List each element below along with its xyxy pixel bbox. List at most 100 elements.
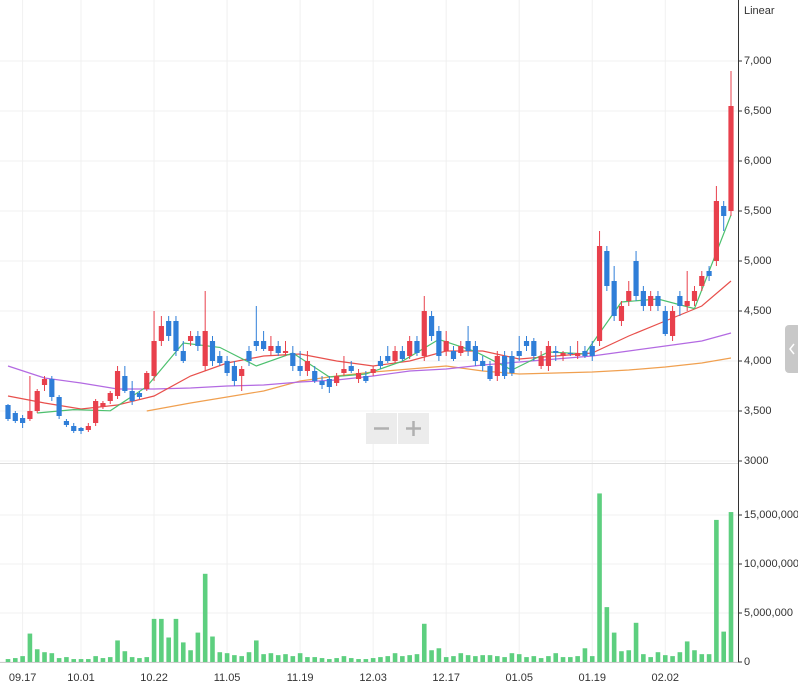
volume-bar xyxy=(363,659,369,662)
candle-body xyxy=(407,341,413,356)
volume-bar xyxy=(305,657,310,662)
candle-body xyxy=(166,321,172,336)
candle-body xyxy=(297,366,303,371)
candle-body xyxy=(93,401,99,423)
volume-bar xyxy=(246,652,252,662)
volume-bar xyxy=(670,656,675,662)
volume-bar xyxy=(451,656,456,662)
candle-body xyxy=(268,346,274,351)
candle-body xyxy=(144,373,150,389)
volume-bar xyxy=(217,652,223,662)
volume-bar xyxy=(71,659,77,662)
candle-body xyxy=(502,356,508,376)
volume-bar xyxy=(268,653,274,662)
volume-bar xyxy=(319,658,325,662)
volume-bar xyxy=(275,655,281,662)
y-tick-label: 15,000,000 xyxy=(744,509,798,521)
scale-label: Linear xyxy=(744,5,775,17)
candle-body xyxy=(582,351,588,356)
candle-body xyxy=(465,341,471,351)
x-tick-label: 11.05 xyxy=(214,672,241,684)
candle-body xyxy=(71,426,77,431)
volume-bar xyxy=(173,618,179,662)
moving-average-line xyxy=(146,357,732,412)
x-tick-label: 12.17 xyxy=(432,672,460,684)
volume-bar xyxy=(78,659,84,662)
y-tick-label: 6,000 xyxy=(744,155,772,167)
volume-bar xyxy=(195,632,201,662)
y-tick-label: 4,500 xyxy=(744,305,772,317)
x-tick-label: 11.19 xyxy=(287,672,314,684)
candle-body xyxy=(611,281,617,316)
candle-body xyxy=(5,405,11,419)
candle-body xyxy=(392,351,398,361)
x-tick-label: 02.02 xyxy=(652,672,680,684)
volume-bar xyxy=(290,656,296,662)
volume-bar xyxy=(64,657,69,662)
candle-body xyxy=(151,341,157,376)
volume-bar xyxy=(261,654,266,662)
candle-body xyxy=(49,379,55,397)
candle-body xyxy=(414,341,420,353)
volume-bar xyxy=(27,633,33,662)
candle-body xyxy=(136,393,143,397)
volume-bar xyxy=(297,653,303,662)
candle-body xyxy=(662,311,668,334)
candle-body xyxy=(63,421,70,425)
candle-body xyxy=(691,291,698,301)
candle-body xyxy=(596,246,603,341)
candle-body xyxy=(531,341,537,356)
volume-bar xyxy=(414,654,420,662)
volume-bar xyxy=(648,657,653,662)
candle-body xyxy=(107,393,113,401)
candle-body xyxy=(85,426,91,430)
volume-bar xyxy=(553,653,559,662)
volume-bar xyxy=(115,640,120,662)
volume-bar xyxy=(575,656,580,662)
candle-body xyxy=(538,356,544,366)
volume-bar xyxy=(699,654,705,662)
volume-bar xyxy=(429,650,434,662)
volume-bar xyxy=(283,654,288,662)
volume-bar xyxy=(626,650,632,662)
volume-bar xyxy=(327,659,332,662)
candle-body xyxy=(158,326,164,341)
candle-body xyxy=(202,331,208,366)
volume-bar xyxy=(509,653,515,662)
side-panel-toggle[interactable] xyxy=(785,325,798,373)
volume-bar xyxy=(524,657,529,662)
volume-bar xyxy=(495,656,500,662)
y-tick-label: 3,500 xyxy=(744,405,772,417)
volume-bar xyxy=(641,654,646,662)
volume-bar xyxy=(392,653,398,662)
volume-bar xyxy=(473,656,478,662)
volume-bar xyxy=(20,656,25,662)
candle-body xyxy=(567,353,573,354)
volume-bar xyxy=(56,658,62,662)
x-tick-label: 01.05 xyxy=(505,672,533,684)
volume-bar xyxy=(224,653,230,662)
candle-body xyxy=(450,351,457,359)
candle-body xyxy=(224,361,230,373)
volume-bar xyxy=(662,655,668,662)
volume-bar xyxy=(714,519,719,662)
volume-bar xyxy=(166,637,171,662)
volume-bar xyxy=(458,653,464,662)
volume-bar xyxy=(5,659,11,662)
y-tick-label: 0 xyxy=(744,656,750,668)
candle-body xyxy=(618,306,625,321)
volume-bar xyxy=(232,655,237,662)
candle-body xyxy=(713,201,719,261)
candle-body xyxy=(443,341,449,351)
volume-bar xyxy=(619,651,624,662)
candle-body xyxy=(494,356,500,376)
volume-bar xyxy=(356,659,361,662)
candle-body xyxy=(655,296,661,306)
candle-body xyxy=(253,341,259,346)
volume-bar xyxy=(49,653,55,662)
volume-bar xyxy=(589,656,595,662)
candle-body xyxy=(129,391,135,401)
candle-body xyxy=(41,379,48,385)
volume-bar xyxy=(487,655,493,662)
volume-bar xyxy=(502,657,507,662)
